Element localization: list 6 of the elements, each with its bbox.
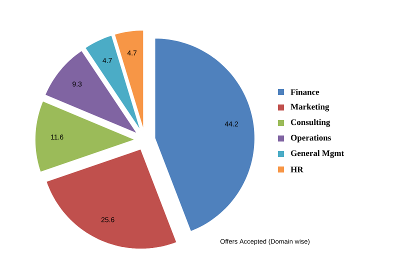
legend-label: Operations <box>290 134 331 142</box>
legend-label: Marketing <box>290 104 330 112</box>
legend-label: Finance <box>290 89 320 95</box>
legend-label: Consulting <box>290 119 330 127</box>
legend-label: HR <box>290 166 304 172</box>
legend-label: General Mgmt <box>290 150 344 158</box>
